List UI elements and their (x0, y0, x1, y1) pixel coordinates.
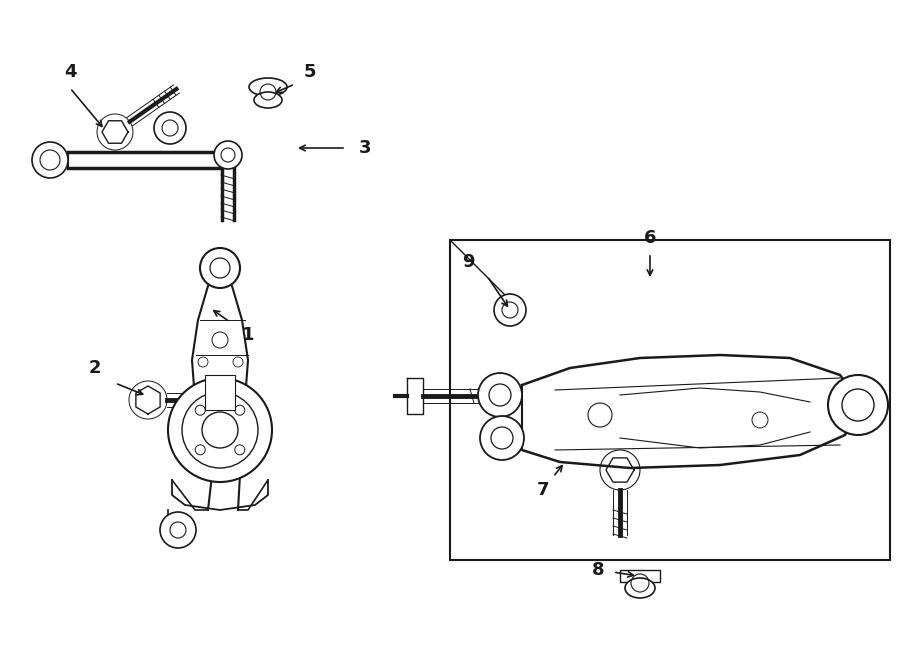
Circle shape (154, 112, 186, 144)
Text: 3: 3 (359, 139, 371, 157)
Bar (205, 375, 235, 410)
Circle shape (200, 248, 240, 288)
Bar (450, 240, 890, 560)
Circle shape (480, 416, 524, 460)
Text: 4: 4 (64, 63, 76, 81)
Circle shape (494, 294, 526, 326)
Circle shape (828, 375, 888, 435)
Text: 6: 6 (644, 229, 656, 247)
Text: 2: 2 (89, 359, 101, 377)
Text: 9: 9 (462, 253, 474, 271)
Circle shape (478, 373, 522, 417)
Circle shape (32, 142, 68, 178)
Text: 5: 5 (304, 63, 316, 81)
Ellipse shape (249, 78, 287, 96)
Text: 1: 1 (242, 326, 254, 344)
Ellipse shape (625, 578, 655, 598)
Circle shape (214, 141, 242, 169)
Text: 8: 8 (591, 561, 604, 579)
Circle shape (160, 512, 196, 548)
Text: 7: 7 (536, 481, 549, 499)
Ellipse shape (254, 92, 282, 108)
Circle shape (168, 378, 272, 482)
Bar (620, 570, 660, 582)
